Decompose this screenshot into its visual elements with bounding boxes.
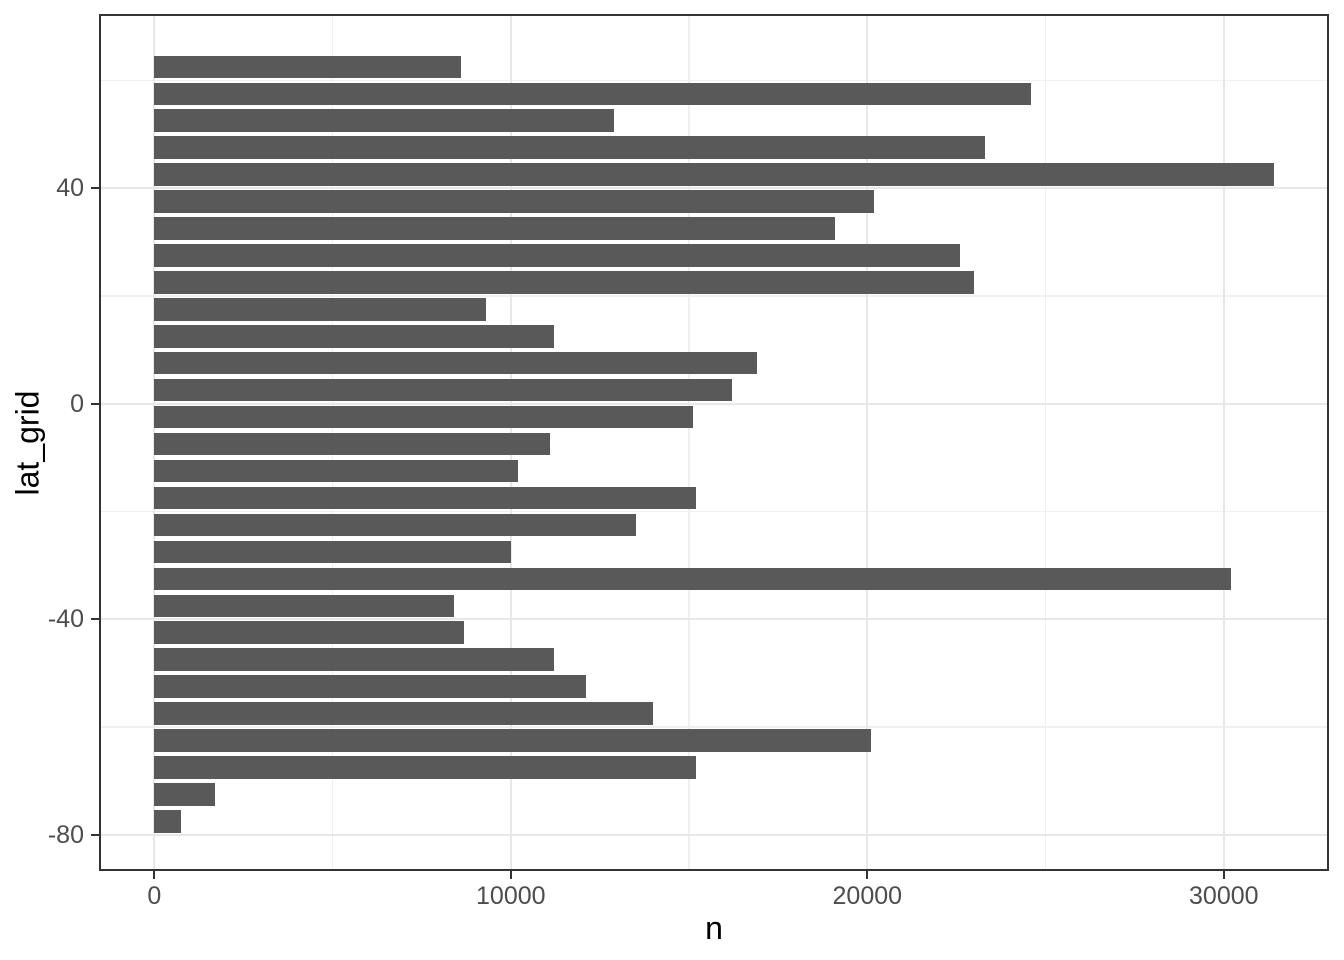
bar [154, 729, 871, 752]
y-tick-label: -40 [47, 605, 84, 634]
x-tick-label: 0 [147, 882, 162, 910]
x-tick-label: 30000 [1189, 882, 1259, 910]
gridline-minor-horizontal [99, 295, 1329, 297]
bar [154, 675, 586, 698]
x-tick-mark [509, 871, 512, 879]
bar [154, 190, 875, 213]
gridline-major-horizontal [99, 187, 1329, 190]
bar [154, 810, 181, 833]
bar [154, 136, 985, 159]
bar [154, 244, 960, 267]
gridline-minor-horizontal [99, 510, 1329, 513]
gridline-minor-horizontal [99, 79, 1329, 81]
gridline-major-horizontal [99, 833, 1329, 836]
gridline-major-vertical [1222, 14, 1225, 871]
bar [154, 217, 836, 240]
gridline-minor-vertical [688, 14, 690, 871]
y-tick-label: 40 [56, 174, 84, 203]
bar [154, 756, 697, 779]
bar [154, 459, 518, 483]
x-axis-title: n [705, 910, 723, 946]
bar [154, 486, 697, 510]
x-tick-mark [866, 871, 869, 879]
y-axis-title: lat_grid [9, 390, 46, 495]
bar [154, 109, 615, 132]
gridline-major-horizontal [99, 402, 1329, 405]
bar [154, 82, 1032, 106]
y-tick-mark [91, 187, 99, 190]
gridline-major-horizontal [99, 618, 1329, 621]
bar [154, 55, 461, 79]
bar [154, 783, 215, 806]
gridline-major-vertical [866, 14, 869, 871]
y-tick-label: -80 [47, 820, 84, 849]
bar [154, 163, 1274, 186]
y-tick-label: 0 [70, 389, 84, 418]
bar [154, 351, 757, 375]
gridline-minor-horizontal [99, 726, 1329, 728]
bar [154, 594, 454, 618]
bar [154, 540, 511, 564]
bar [154, 271, 975, 294]
bar [154, 298, 486, 321]
gridline-minor-vertical [1044, 14, 1047, 871]
x-tick-mark [153, 871, 156, 879]
bar [154, 325, 554, 348]
bar [154, 567, 1231, 591]
x-tick-label: 10000 [476, 882, 546, 910]
gridline-major-vertical [153, 14, 156, 871]
x-tick-label: 20000 [832, 882, 903, 910]
bar [154, 648, 554, 671]
y-tick-mark [91, 402, 99, 405]
y-tick-mark [91, 833, 99, 836]
x-tick-mark [1222, 871, 1225, 879]
bar [154, 405, 693, 429]
y-tick-mark [91, 618, 99, 621]
bar [154, 432, 550, 456]
bar [154, 378, 732, 402]
bar [154, 513, 636, 537]
bar [154, 621, 465, 644]
bar [154, 702, 654, 725]
